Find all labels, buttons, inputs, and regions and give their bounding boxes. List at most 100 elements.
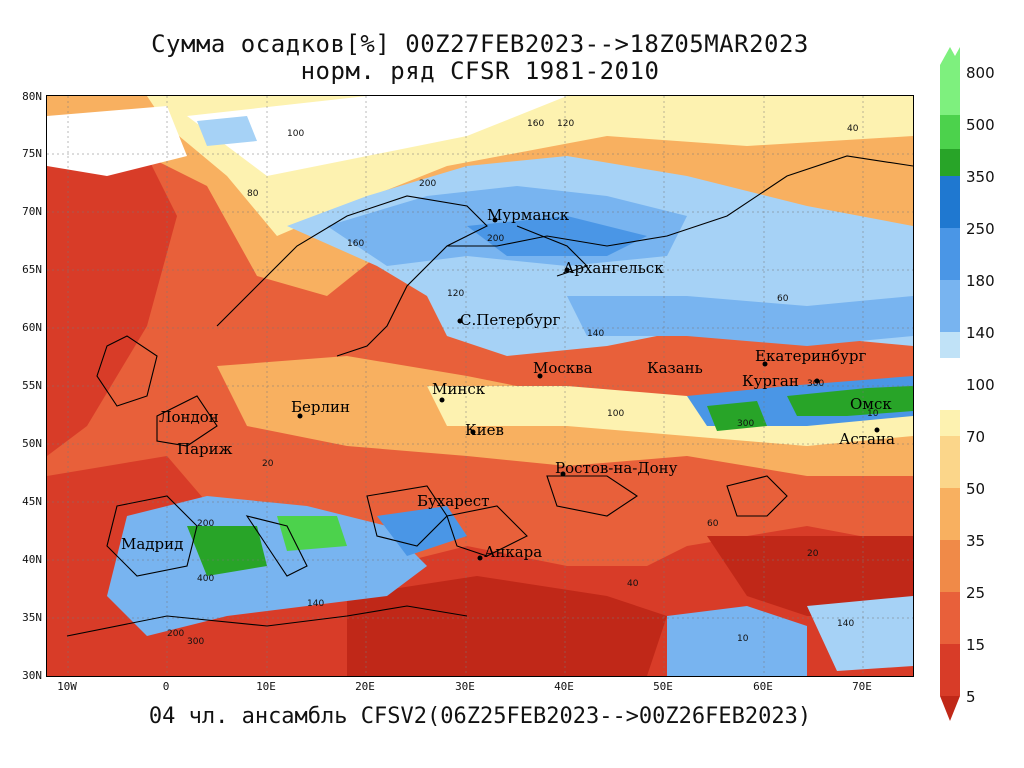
colorbar-label: 5 <box>966 688 976 706</box>
colorbar-swatch <box>940 592 960 644</box>
city-yekaterinburg: Екатеринбург <box>755 347 866 365</box>
wet-region-central-asia <box>807 596 913 671</box>
lat-label: 55N <box>22 379 42 392</box>
very-wet-spot-omsk <box>787 386 913 416</box>
city-madrid: Мадрид <box>121 535 183 553</box>
contour-label: 120 <box>447 289 464 299</box>
very-wet-region-karelia <box>467 216 647 256</box>
city-dot <box>297 413 303 419</box>
contour-label: 160 <box>527 119 544 129</box>
city-dot <box>874 427 880 433</box>
contour-label: 40 <box>627 579 639 589</box>
contour-label: 100 <box>287 129 304 139</box>
contour-label: 140 <box>837 619 854 629</box>
contour-label: 140 <box>307 599 324 609</box>
contour-label: 10 <box>737 634 749 644</box>
lat-label: 50N <box>22 437 42 450</box>
colorbar-bottom-arrow <box>940 696 960 721</box>
colorbar-label: 140 <box>966 324 995 342</box>
lat-label: 35N <box>22 611 42 624</box>
contour-label: 20 <box>262 459 274 469</box>
wet-spot-north-atlantic <box>197 116 257 146</box>
lat-label: 75N <box>22 147 42 160</box>
lon-label: 10E <box>256 680 276 693</box>
city-paris: Париж <box>177 440 233 458</box>
city-arkhangelsk: Архангельск <box>563 259 664 277</box>
colorbar-label: 35 <box>966 532 986 550</box>
city-astana: Астана <box>839 430 895 448</box>
city-minsk: Минск <box>432 380 486 398</box>
contour-label: 300 <box>737 419 754 429</box>
colorbar-label: 100 <box>966 376 995 394</box>
city-dot <box>492 217 498 223</box>
contour-label: 400 <box>197 574 214 584</box>
lat-label: 60N <box>22 321 42 334</box>
colorbar-swatch <box>940 436 960 488</box>
contour-label: 20 <box>807 549 819 559</box>
colorbar-swatch <box>940 176 960 228</box>
graticule <box>47 96 913 676</box>
lat-label: 65N <box>22 263 42 276</box>
lat-label: 45N <box>22 495 42 508</box>
dry-region-north-africa <box>347 576 667 676</box>
contour-label: 10 <box>867 409 879 419</box>
wet-region-volga <box>567 296 913 346</box>
colorbar-swatch <box>940 488 960 540</box>
colorbar-swatch <box>940 115 960 149</box>
very-wet-spot-ural <box>707 401 767 431</box>
city-dot <box>762 361 768 367</box>
city-dot <box>537 373 543 379</box>
city-dot <box>814 378 820 384</box>
city-kurgan: Курган <box>742 372 799 390</box>
contour-label: 40 <box>847 124 859 134</box>
lon-label: 50E <box>653 680 673 693</box>
map-subtitle: норм. ряд CFSR 1981-2010 <box>300 57 660 85</box>
colorbar-swatch <box>940 644 960 696</box>
colorbar-label: 800 <box>966 64 995 82</box>
ensemble-footer: 04 чл. ансамбль CFSV2(06Z25FEB2023-->00Z… <box>148 704 812 729</box>
city-ankara: Анкара <box>484 543 542 561</box>
lon-label: 70E <box>852 680 872 693</box>
city-dot <box>560 471 566 477</box>
city-moscow: Москва <box>533 359 593 377</box>
city-st-petersburg: С.Петербург <box>460 311 560 329</box>
colorbar-label: 50 <box>966 480 986 498</box>
contour-label: 200 <box>197 519 214 529</box>
city-dot <box>564 267 570 273</box>
contour-label: 300 <box>807 379 824 389</box>
lat-label: 70N <box>22 205 42 218</box>
colorbar-label: 70 <box>966 428 986 446</box>
lat-label: 30N <box>22 669 42 682</box>
contour-label: 300 <box>187 637 204 647</box>
city-kyiv: Киев <box>465 421 504 439</box>
colorbar-swatch <box>940 280 960 332</box>
dry-region-atlantic <box>47 136 177 456</box>
normal-arctic <box>187 96 567 176</box>
city-berlin: Берлин <box>291 398 350 416</box>
colorbar-swatch <box>940 149 960 176</box>
coastlines <box>66 155 913 637</box>
contour-label: 200 <box>167 629 184 639</box>
near-normal-steppe <box>427 386 913 446</box>
city-bucharest: Бухарест <box>417 492 489 510</box>
colorbar-swatch <box>940 228 960 280</box>
contour-label: 60 <box>707 519 719 529</box>
city-dot <box>439 397 445 403</box>
colorbar-label: 500 <box>966 116 995 134</box>
colorbar-label: 15 <box>966 636 986 654</box>
lon-label: 30E <box>455 680 475 693</box>
lon-label: 10W <box>57 680 77 693</box>
contour-label: 60 <box>777 294 789 304</box>
city-london: Лондон <box>159 408 219 426</box>
city-dot <box>470 429 476 435</box>
colorbar-swatch <box>940 410 960 436</box>
dry-region-asia <box>707 536 913 616</box>
colorbar-label: 25 <box>966 584 986 602</box>
city-omsk: Омск <box>850 395 892 413</box>
map-title: Сумма осадков[%] 00Z27FEB2023-->18Z05MAR… <box>151 30 809 58</box>
lon-label: 60E <box>753 680 773 693</box>
lat-label: 80N <box>22 90 42 103</box>
contour-labels: 160 120 100 80 200 200 160 120 140 60 40… <box>167 119 879 647</box>
precipitation-map: 160 120 100 80 200 200 160 120 140 60 40… <box>46 95 914 677</box>
city-markers: Мурманск Архангельск С.Петербург Москва … <box>121 206 895 561</box>
